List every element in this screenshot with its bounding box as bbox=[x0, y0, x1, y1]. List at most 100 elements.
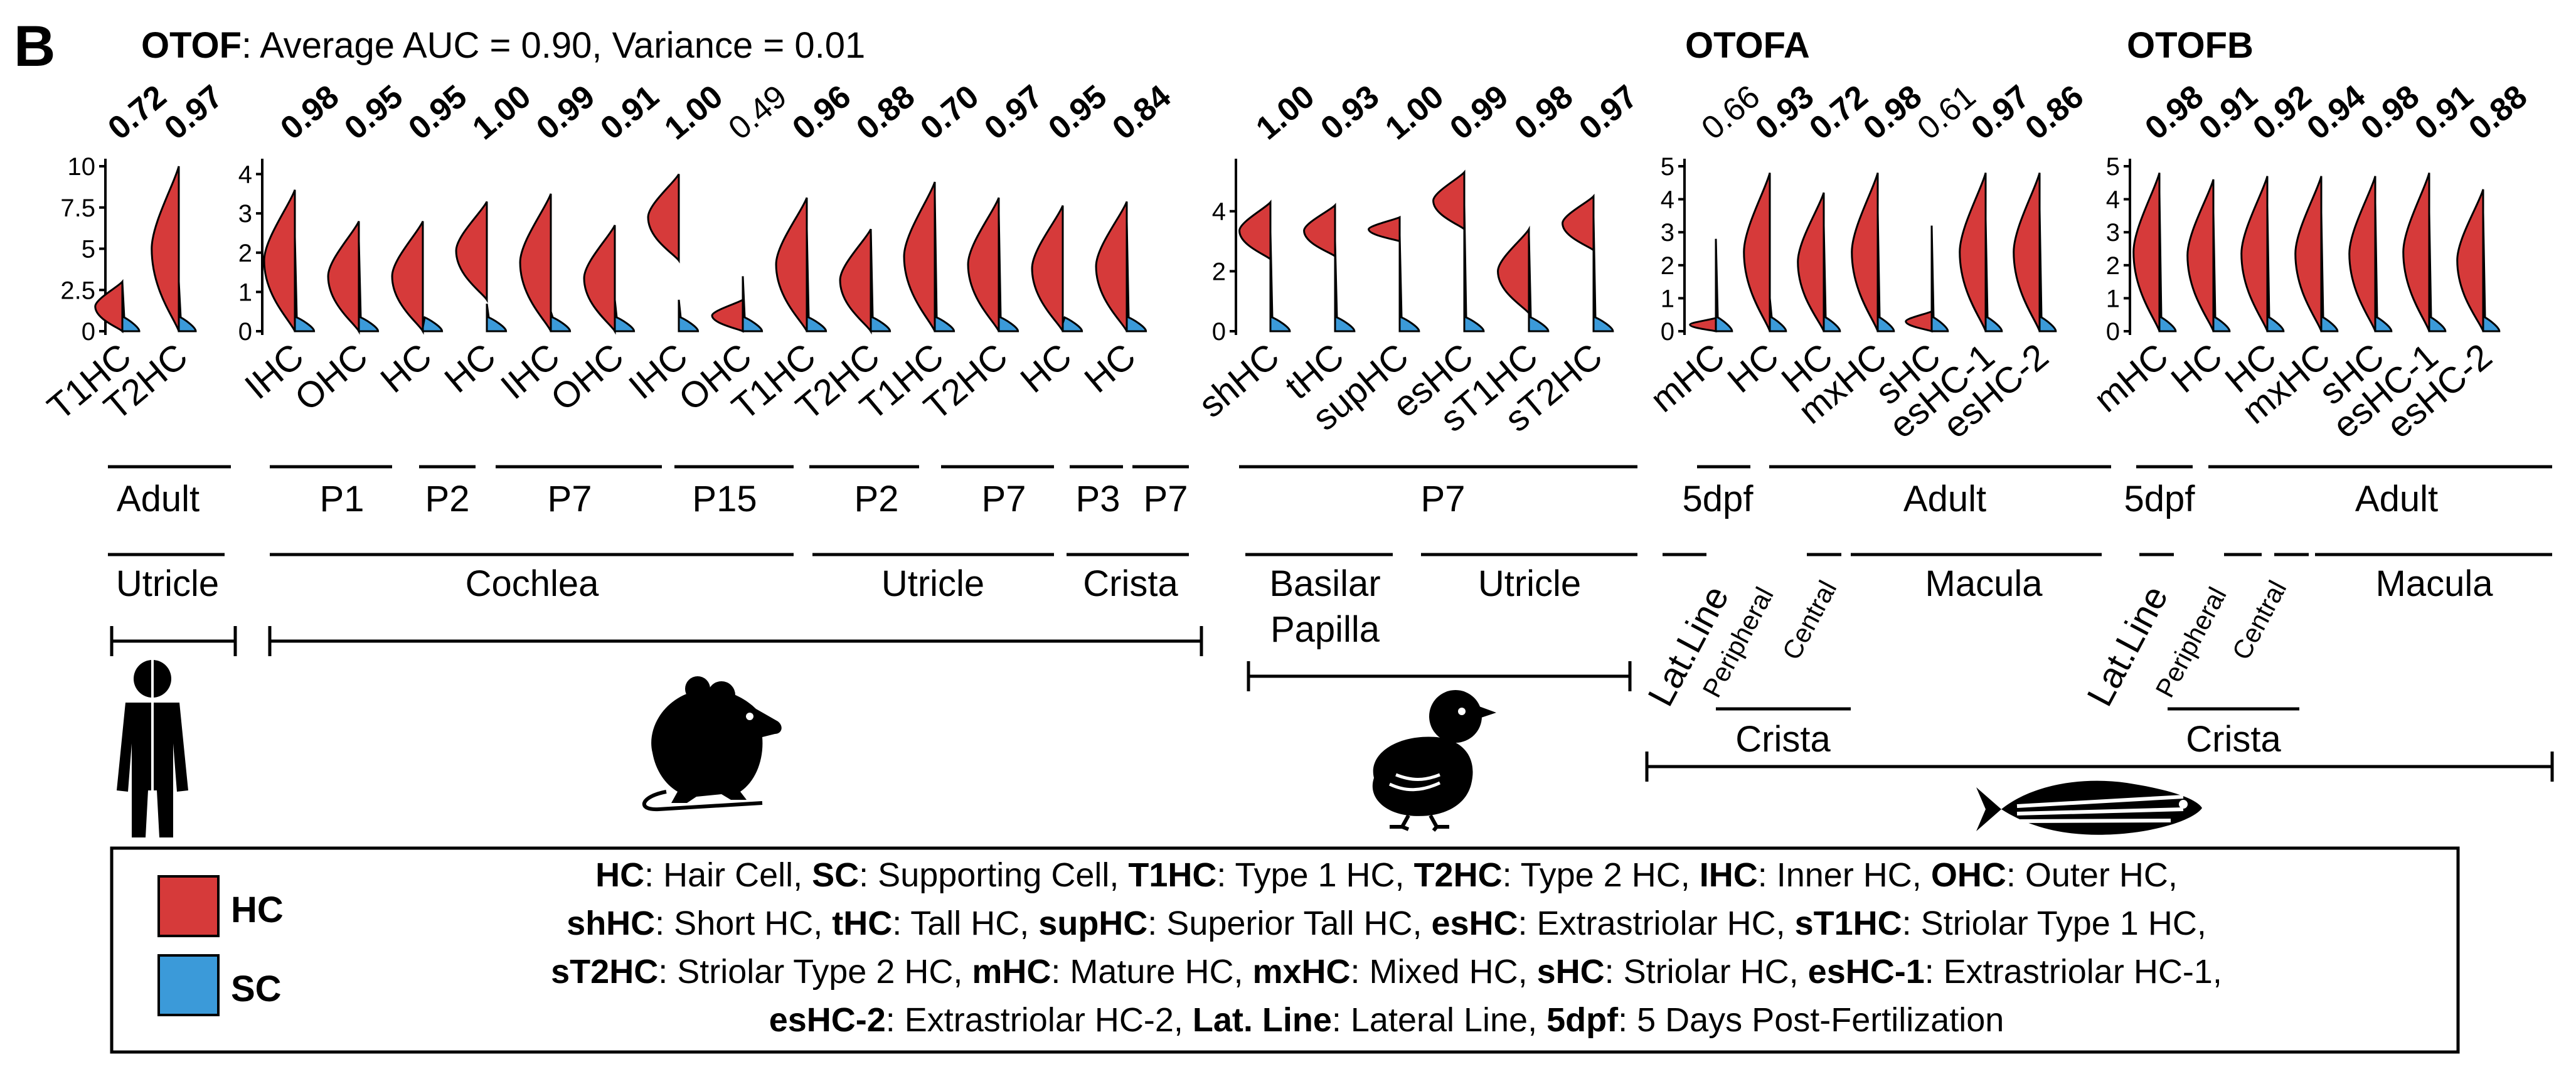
footnote-term: tHC bbox=[832, 905, 892, 942]
violin-hc bbox=[2456, 189, 2484, 332]
category-label: shHC bbox=[1191, 336, 1287, 425]
violin-sc bbox=[1269, 232, 1291, 332]
auc-label: 1.00 bbox=[466, 78, 538, 147]
auc-label: 0.88 bbox=[2462, 78, 2534, 147]
footnote-term: shHC bbox=[567, 905, 655, 942]
age-label: P7 bbox=[548, 479, 592, 519]
auc-label: 0.70 bbox=[913, 78, 986, 147]
organ-label: Basilar bbox=[1269, 563, 1380, 604]
footnote-term: esHC bbox=[1431, 905, 1518, 942]
footnote-term: sT2HC bbox=[551, 953, 658, 991]
violin-hc bbox=[1497, 225, 1530, 316]
footnote-term: supHC bbox=[1038, 905, 1147, 942]
violin-sc bbox=[1463, 205, 1485, 332]
footnote-definition: : Striolar HC, bbox=[1605, 953, 1808, 991]
violin-panel: 0123450.66mHC0.93HC0.72HC0.98mxHC0.61sHC… bbox=[1642, 78, 2090, 447]
category-label: HC bbox=[437, 336, 503, 401]
y-tick-label: 3 bbox=[1661, 219, 1674, 247]
chick-icon bbox=[1372, 690, 1496, 832]
y-tick-label: 3 bbox=[238, 200, 252, 228]
age-label: Adult bbox=[1903, 479, 1986, 519]
age-label: 5dpf bbox=[2124, 479, 2196, 519]
auc-label: 0.86 bbox=[2018, 78, 2090, 147]
violin-hc bbox=[647, 173, 680, 263]
violin-sc bbox=[1062, 316, 1083, 332]
y-tick-label: 2 bbox=[2106, 252, 2120, 280]
auc-label: 0.84 bbox=[1105, 78, 1178, 147]
auc-label: 0.72 bbox=[101, 78, 173, 147]
footnote-definition: : Inner HC, bbox=[1758, 856, 1931, 894]
legend-swatch-sc bbox=[157, 954, 220, 1016]
violin-hc bbox=[1959, 173, 1987, 332]
age-label: P1 bbox=[320, 479, 365, 519]
violin-hc bbox=[2348, 176, 2376, 332]
violin-hc bbox=[327, 221, 360, 335]
category-label: HC bbox=[1013, 336, 1079, 401]
violin-hc bbox=[1031, 205, 1064, 332]
violin-sc bbox=[422, 316, 444, 332]
footnote-definition: : Short HC, bbox=[655, 905, 832, 942]
chart-title: OTOF: Average AUC = 0.90, Variance = 0.0… bbox=[141, 25, 865, 66]
y-tick-label: 0 bbox=[1212, 318, 1226, 346]
violin-hc bbox=[2186, 179, 2215, 332]
footnote-definition: : Outer HC, bbox=[2006, 856, 2178, 894]
zebrafish-icon bbox=[1976, 780, 2202, 835]
violin-sc bbox=[614, 299, 636, 332]
footnote-term: HC bbox=[595, 856, 644, 894]
age-label: P7 bbox=[1144, 479, 1188, 519]
auc-label: 0.91 bbox=[593, 78, 666, 147]
violin-sc bbox=[2158, 193, 2177, 332]
violin-hc bbox=[1432, 169, 1466, 231]
violin-panel: 0123450.98mHC0.91HC0.92HC0.94mxHC0.98sHC… bbox=[2086, 78, 2534, 447]
violin-sc bbox=[294, 236, 316, 332]
footnote-definition: : Mixed HC, bbox=[1351, 953, 1537, 991]
violin-hc bbox=[2294, 176, 2323, 332]
y-tick-label: 4 bbox=[1212, 198, 1226, 226]
violin-hc bbox=[1689, 316, 1717, 332]
y-tick-label: 5 bbox=[82, 236, 95, 263]
violin-sc bbox=[806, 229, 828, 332]
footnote-term: esHC-1 bbox=[1808, 953, 1925, 991]
violin-sc bbox=[2266, 206, 2285, 332]
y-tick-label: 4 bbox=[1661, 186, 1674, 214]
category-label: mHC bbox=[1642, 336, 1732, 420]
category-label: HC bbox=[373, 336, 439, 401]
violin-sc bbox=[550, 311, 572, 332]
auc-label: 1.00 bbox=[1378, 78, 1450, 147]
y-tick-label: 1 bbox=[1661, 285, 1674, 312]
mouse-icon bbox=[642, 676, 782, 812]
y-tick-label: 2.5 bbox=[60, 277, 95, 304]
y-tick-label: 4 bbox=[2106, 186, 2120, 214]
violin-sc bbox=[2374, 202, 2393, 332]
violin-hc bbox=[1238, 199, 1272, 262]
violin-sc bbox=[2038, 209, 2057, 332]
organ-label: Utricle bbox=[116, 563, 219, 604]
violin-sc bbox=[1398, 235, 1420, 332]
organ-label: Utricle bbox=[881, 563, 984, 604]
footnote-line: shHC: Short HC, tHC: Tall HC, supHC: Sup… bbox=[567, 905, 2206, 942]
y-tick-label: 5 bbox=[1661, 153, 1674, 181]
y-tick-label: 2 bbox=[238, 240, 252, 267]
violin-sc bbox=[178, 282, 197, 332]
footnote-line: HC: Hair Cell, SC: Supporting Cell, T1HC… bbox=[595, 856, 2178, 894]
footnote-term: esHC-2 bbox=[769, 1001, 886, 1039]
violin-hc bbox=[1368, 215, 1401, 243]
violin-sc bbox=[1984, 219, 2003, 332]
y-tick-label: 1 bbox=[238, 279, 252, 306]
y-tick-label: 2 bbox=[1212, 258, 1226, 285]
organ-labels: Utricle Cochlea Utricle Crista Basilar P… bbox=[116, 563, 2493, 650]
footnote-definition: : Extrastriolar HC-2, bbox=[886, 1001, 1193, 1039]
violin-hc bbox=[1562, 193, 1595, 253]
species-brackets bbox=[110, 626, 2554, 782]
category-label: mHC bbox=[2086, 336, 2176, 420]
violin-hc bbox=[1851, 173, 1879, 332]
footnote-term: IHC bbox=[1700, 856, 1758, 894]
footnote-term: 5dpf bbox=[1546, 1001, 1619, 1039]
auc-label: 0.95 bbox=[338, 78, 410, 147]
y-tick-label: 3 bbox=[2106, 219, 2120, 247]
violin-hc bbox=[1905, 309, 1933, 333]
y-tick-label: 0 bbox=[1661, 318, 1674, 346]
auc-label: 0.97 bbox=[157, 78, 230, 147]
violin-hc bbox=[1303, 203, 1336, 258]
auc-label: 0.96 bbox=[785, 78, 858, 147]
